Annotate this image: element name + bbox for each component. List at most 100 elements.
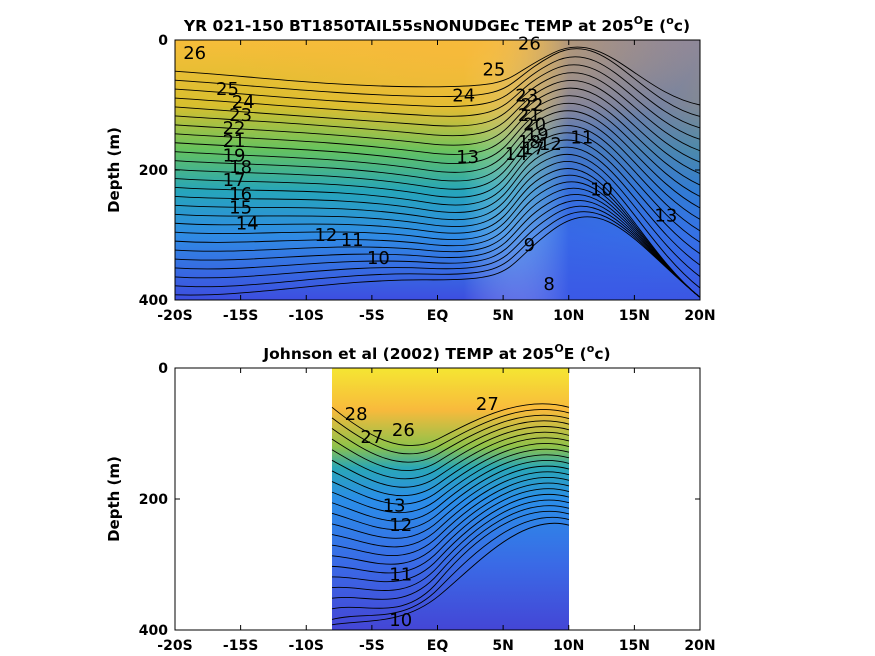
contour-label: 13 bbox=[383, 496, 406, 517]
contour-label: 11 bbox=[341, 230, 364, 251]
contour-line bbox=[331, 460, 570, 531]
contour-line bbox=[174, 161, 701, 289]
chart-title-end: c) bbox=[594, 345, 610, 363]
contour-label: 15 bbox=[229, 198, 252, 219]
contour-label: 13 bbox=[654, 206, 677, 227]
contour-label: 19 bbox=[526, 124, 549, 145]
contour-label: 10 bbox=[389, 610, 412, 631]
chart-title-part: E ( bbox=[643, 17, 666, 35]
contour-label: 9 bbox=[524, 235, 535, 256]
contour-label: 19 bbox=[223, 146, 246, 167]
contour-line bbox=[174, 154, 701, 277]
contour-line bbox=[174, 181, 701, 298]
contour-label: 26 bbox=[518, 33, 541, 54]
contour-line bbox=[174, 205, 701, 298]
x-tick-label: -5S bbox=[359, 638, 385, 654]
chart-title-degree-sup: O bbox=[554, 342, 563, 355]
contour-line bbox=[174, 125, 701, 232]
chart-title-part: E ( bbox=[564, 345, 587, 363]
y-tick-label: 0 bbox=[158, 33, 168, 49]
contour-label: 12 bbox=[539, 134, 562, 155]
contour-line bbox=[331, 476, 570, 556]
contour-line bbox=[174, 194, 701, 298]
chart-title-main: YR 021-150 BT1850TAIL55sNONUDGEc TEMP at… bbox=[183, 17, 634, 35]
chart-title-main: Johnson et al (2002) TEMP at 205 bbox=[262, 345, 554, 363]
contour-label: 21 bbox=[223, 131, 246, 152]
contour-label: 26 bbox=[183, 43, 206, 64]
x-tick-label: 20N bbox=[684, 638, 715, 654]
x-tick-label: -20S bbox=[157, 638, 192, 654]
contour-line bbox=[331, 517, 570, 620]
contour-label: 16 bbox=[229, 184, 252, 205]
chart-title-end: c) bbox=[674, 17, 690, 35]
contour-line bbox=[174, 95, 701, 186]
contour-lines bbox=[174, 46, 701, 298]
contour-label: 11 bbox=[570, 128, 593, 149]
contour-line bbox=[174, 87, 701, 175]
contour-label: 18 bbox=[518, 132, 541, 153]
contour-line bbox=[331, 499, 570, 591]
contour-line bbox=[174, 117, 701, 220]
contour-label: 20 bbox=[523, 115, 546, 136]
plot-area-warm-overlay bbox=[175, 40, 700, 300]
y-tick-labels: 0 200 400 bbox=[139, 361, 168, 639]
contour-line bbox=[174, 187, 701, 298]
contour-label: 21 bbox=[518, 105, 541, 126]
contour-label: 23 bbox=[515, 85, 538, 106]
chart-title-unit-sup: o bbox=[587, 342, 595, 355]
y-axis-label: Depth (m) bbox=[105, 456, 123, 542]
x-tick-label: 15N bbox=[619, 308, 650, 324]
contour-line bbox=[174, 56, 701, 129]
contour-label: 28 bbox=[345, 404, 368, 425]
contour-line bbox=[331, 510, 570, 610]
x-tick-labels: -20S -15S -10S -5S EQ 5N 10N 15N 20N bbox=[157, 638, 715, 654]
contour-line bbox=[331, 420, 570, 471]
contour-line bbox=[331, 465, 570, 539]
x-tick-label: 10N bbox=[553, 638, 584, 654]
contour-label: 14 bbox=[236, 213, 259, 234]
contour-line bbox=[174, 147, 701, 266]
contour-line bbox=[174, 79, 701, 163]
contour-label: 22 bbox=[223, 118, 246, 139]
chart-title-degree-sup: O bbox=[634, 14, 643, 27]
x-tick-label: 5N bbox=[492, 308, 513, 324]
contour-line bbox=[331, 471, 570, 548]
x-tick-label: -10S bbox=[289, 308, 324, 324]
contour-line bbox=[331, 403, 570, 447]
contour-line bbox=[174, 64, 701, 140]
tick-marks bbox=[174, 39, 701, 301]
contour-label: 11 bbox=[389, 564, 412, 585]
contour-line bbox=[331, 431, 570, 488]
contour-line bbox=[331, 443, 570, 505]
contour-line bbox=[174, 48, 701, 117]
chart-title: YR 021-150 BT1850TAIL55sNONUDGEc TEMP at… bbox=[183, 14, 690, 35]
contour-line bbox=[174, 200, 701, 298]
y-tick-label: 0 bbox=[158, 361, 168, 377]
x-tick-label: EQ bbox=[427, 638, 449, 654]
contour-line bbox=[331, 482, 570, 565]
contour-line bbox=[174, 110, 701, 209]
contour-lines bbox=[331, 403, 570, 626]
contour-label: 24 bbox=[232, 92, 255, 113]
x-tick-label: EQ bbox=[427, 308, 449, 324]
contour-line bbox=[174, 216, 701, 298]
chart-title: Johnson et al (2002) TEMP at 205OE (oc) bbox=[262, 342, 610, 363]
y-tick-label: 200 bbox=[139, 163, 168, 179]
contour-label: 12 bbox=[314, 225, 337, 246]
contour-label: 26 bbox=[392, 420, 415, 441]
y-tick-label: 400 bbox=[139, 293, 168, 309]
contour-label: 13 bbox=[456, 147, 479, 168]
x-tick-labels: -20S -15S -10S -5S EQ 5N 10N 15N 20N bbox=[157, 308, 715, 324]
y-tick-labels: 0 200 400 bbox=[139, 33, 168, 309]
contour-label: 27 bbox=[476, 394, 499, 415]
contour-label: 22 bbox=[521, 95, 544, 116]
contour-label: 8 bbox=[543, 274, 554, 295]
x-tick-label: 5N bbox=[492, 638, 513, 654]
contour-label: 12 bbox=[389, 515, 412, 536]
contour-line bbox=[331, 448, 570, 514]
x-tick-label: 15N bbox=[619, 638, 650, 654]
